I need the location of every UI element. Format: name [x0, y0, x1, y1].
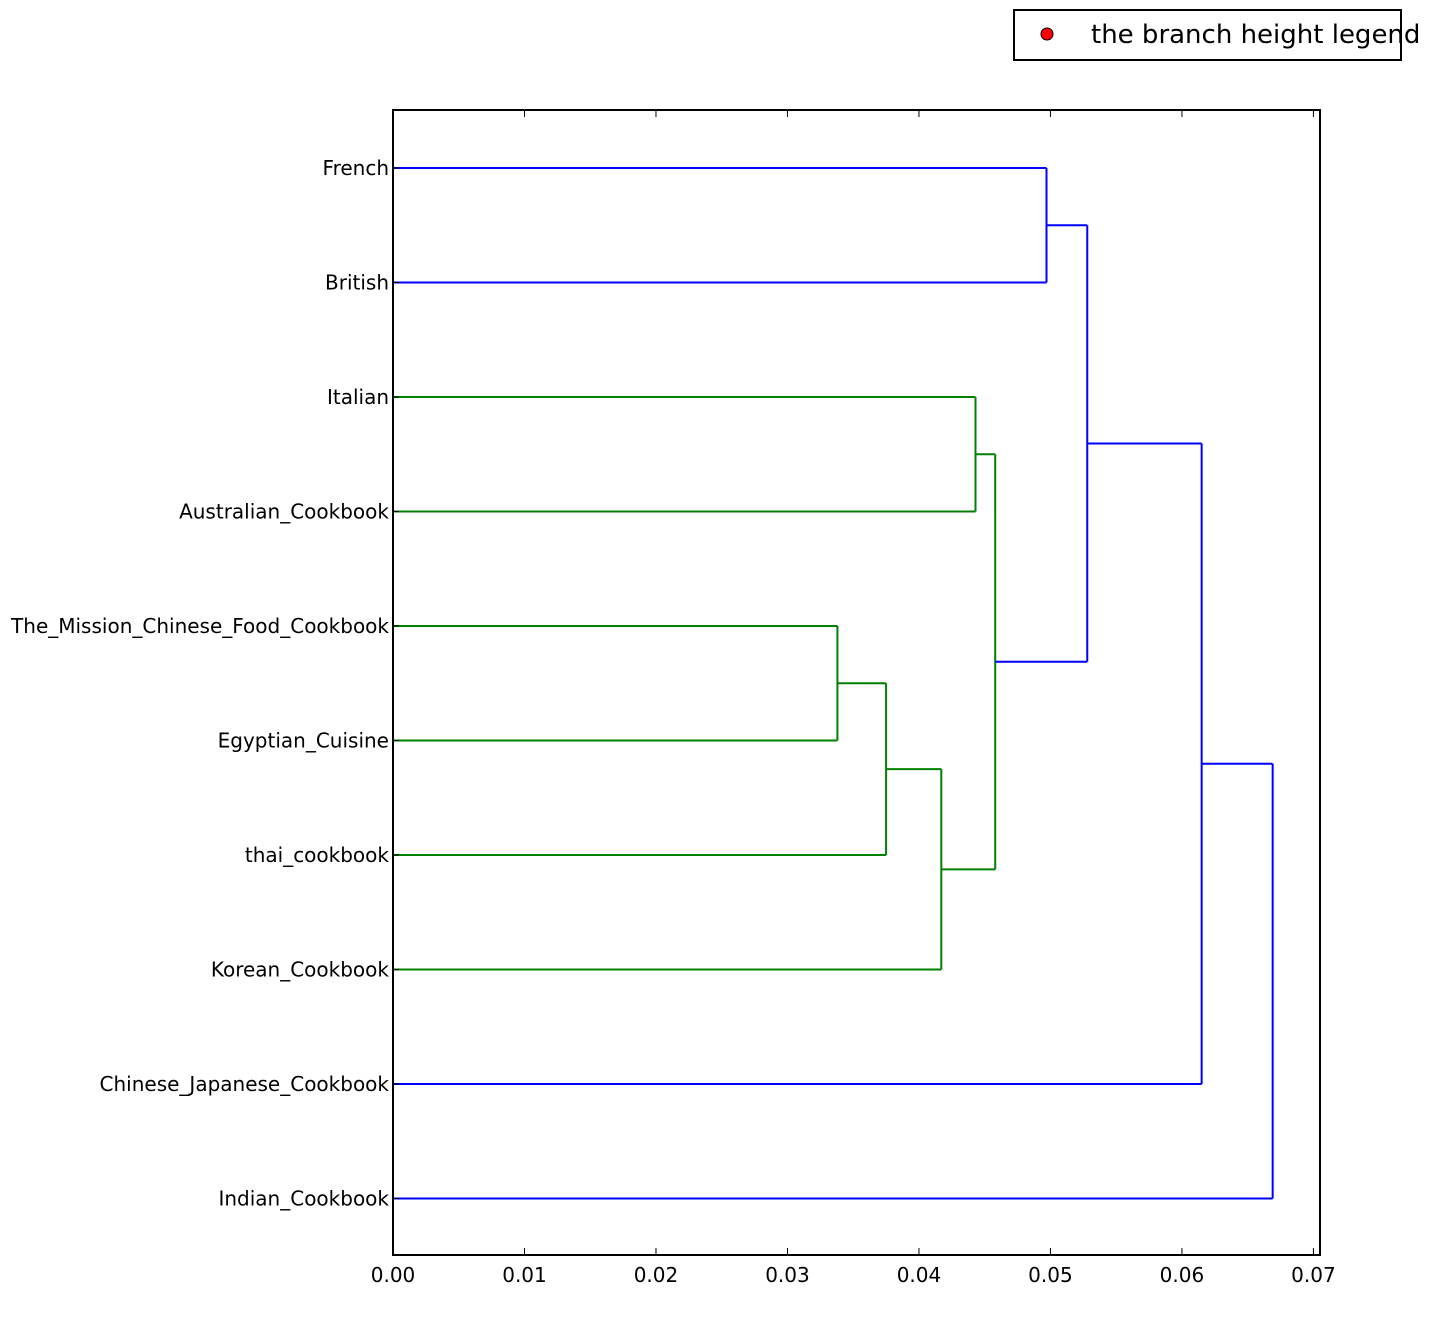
x-tick-label: 0.00 — [371, 1263, 416, 1287]
legend: the branch height legend — [1013, 9, 1420, 61]
x-tick-label: 0.04 — [897, 1263, 942, 1287]
legend-box — [1013, 9, 1402, 61]
x-tick-label: 0.03 — [765, 1263, 810, 1287]
leaf-label: thai_cookbook — [245, 843, 390, 867]
dendrogram-branches — [393, 167, 1274, 1200]
x-tick-label: 0.01 — [502, 1263, 547, 1287]
leaf-label: British — [325, 271, 389, 295]
leaf-label: French — [323, 156, 389, 180]
x-tick-label: 0.07 — [1291, 1263, 1336, 1287]
legend-label: the branch height legend — [1091, 20, 1420, 50]
x-axis-ticks: 0.00 0.01 0.02 0.03 0.04 0.05 0.06 0.07 — [371, 110, 1336, 1287]
x-tick-label: 0.06 — [1160, 1263, 1205, 1287]
leaf-label: Australian_Cookbook — [179, 500, 389, 524]
leaf-label: The_Mission_Chinese_Food_Cookbook — [10, 614, 389, 638]
x-tick-label: 0.05 — [1028, 1263, 1073, 1287]
leaf-label: Chinese_Japanese_Cookbook — [100, 1072, 390, 1096]
leaf-labels: French British Italian Australian_Cookbook T… — [10, 156, 399, 1211]
x-tick-label: 0.02 — [634, 1263, 679, 1287]
legend-marker — [1040, 27, 1054, 41]
leaf-label: Italian — [327, 385, 389, 409]
plot-frame — [392, 109, 1321, 1256]
leaf-label: Egyptian_Cuisine — [218, 729, 389, 753]
leaf-label: Korean_Cookbook — [211, 958, 390, 982]
leaf-label: Indian_Cookbook — [218, 1187, 389, 1211]
